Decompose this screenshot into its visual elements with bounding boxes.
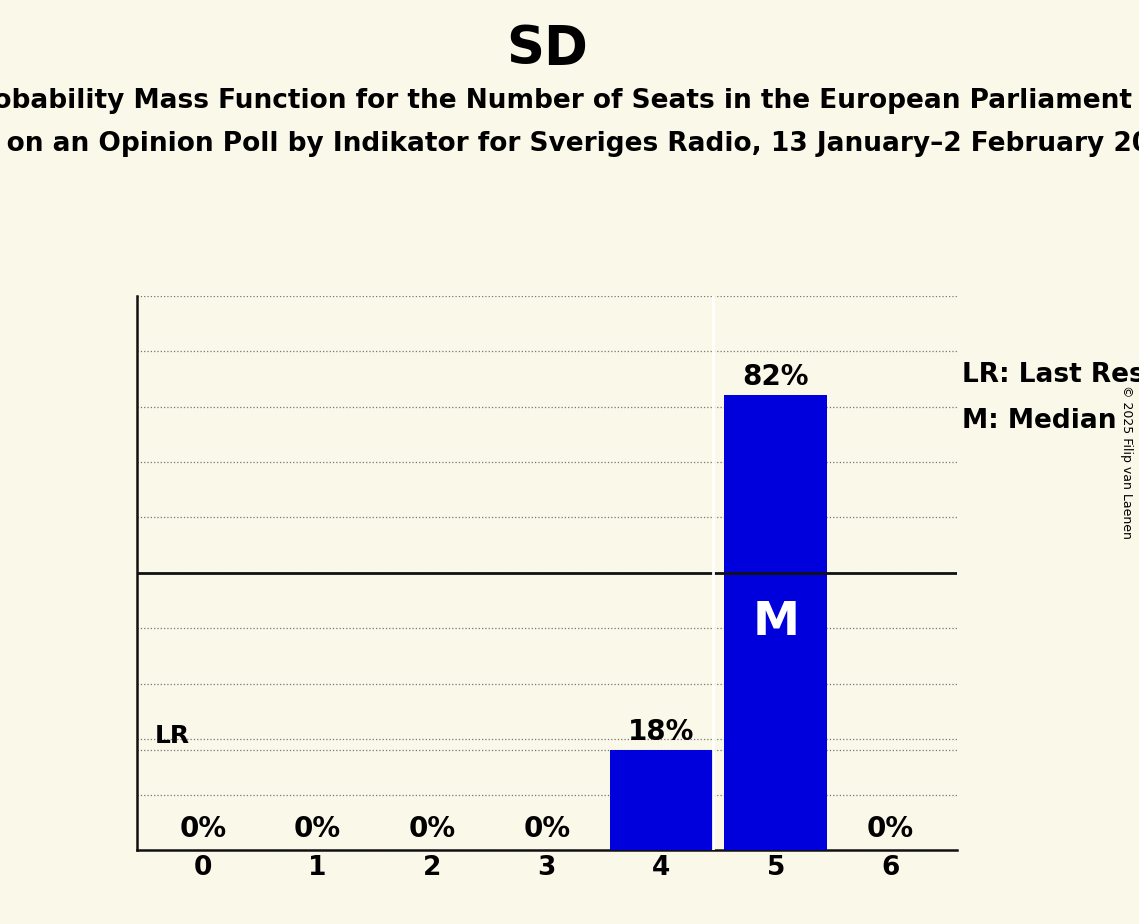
Text: LR: LR (155, 723, 190, 748)
Text: 0%: 0% (523, 815, 571, 844)
Text: 0%: 0% (409, 815, 456, 844)
Text: SD: SD (506, 23, 588, 75)
Text: 18%: 18% (628, 718, 695, 746)
Text: © 2025 Filip van Laenen: © 2025 Filip van Laenen (1121, 385, 1133, 539)
Bar (609, 750, 713, 850)
Text: M: M (752, 601, 800, 645)
Text: Based on an Opinion Poll by Indikator for Sveriges Radio, 13 January–2 February : Based on an Opinion Poll by Indikator fo… (0, 131, 1139, 157)
Bar (724, 395, 827, 850)
Text: LR: Last Result: LR: Last Result (962, 362, 1139, 388)
Text: Probability Mass Function for the Number of Seats in the European Parliament: Probability Mass Function for the Number… (0, 88, 1132, 114)
Text: 0%: 0% (180, 815, 227, 844)
Text: M: Median: M: Median (962, 408, 1117, 434)
Text: 82%: 82% (743, 363, 809, 391)
Text: 0%: 0% (867, 815, 913, 844)
Text: 0%: 0% (294, 815, 342, 844)
